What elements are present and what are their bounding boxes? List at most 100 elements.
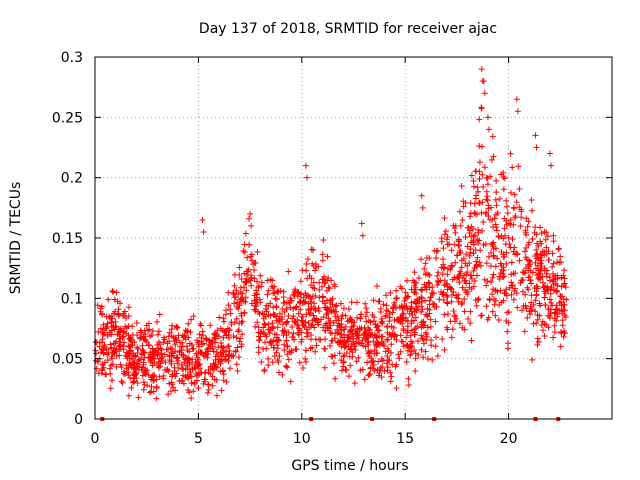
data-point (488, 278, 495, 285)
data-point (117, 361, 124, 368)
data-point (412, 368, 419, 375)
data-point (402, 289, 409, 296)
data-point (432, 343, 439, 350)
data-point (534, 341, 541, 348)
data-point (500, 270, 507, 277)
data-point (537, 260, 544, 267)
data-point (558, 298, 565, 305)
data-point (523, 231, 530, 238)
data-point (399, 338, 406, 345)
data-point (493, 211, 500, 218)
data-point (444, 234, 451, 241)
data-point (109, 288, 116, 295)
data-point (267, 300, 274, 307)
data-point (418, 286, 425, 293)
data-point (411, 289, 418, 296)
data-point (529, 356, 536, 363)
data-point (522, 291, 529, 298)
data-point (149, 345, 156, 352)
data-point (271, 331, 278, 338)
data-point (342, 323, 349, 330)
data-point (477, 262, 484, 269)
data-point (239, 331, 246, 338)
data-point (471, 183, 478, 190)
data-point (253, 287, 260, 294)
data-point (236, 320, 243, 327)
data-point (505, 220, 512, 227)
data-point (125, 392, 132, 399)
data-point (408, 348, 415, 355)
data-point (484, 181, 491, 188)
data-point (241, 249, 248, 256)
data-point (541, 288, 548, 295)
data-point (217, 368, 224, 375)
data-point (384, 357, 391, 364)
data-point (461, 308, 468, 315)
data-point (211, 339, 218, 346)
data-point (533, 246, 540, 253)
data-point (427, 294, 434, 301)
data-point (505, 234, 512, 241)
data-point (101, 343, 108, 350)
data-point (478, 312, 485, 319)
data-point (476, 142, 483, 149)
data-point (523, 215, 530, 222)
data-point (550, 232, 557, 239)
data-point (492, 196, 499, 203)
data-point (231, 300, 238, 307)
data-point (344, 318, 351, 325)
data-point (207, 363, 214, 370)
data-point (269, 323, 276, 330)
data-point (475, 188, 482, 195)
data-point (153, 318, 160, 325)
data-point (371, 367, 378, 374)
data-point (121, 368, 128, 375)
data-point (337, 300, 344, 307)
data-point (146, 389, 153, 396)
data-point (185, 334, 192, 341)
data-point (541, 252, 548, 259)
data-point (234, 344, 241, 351)
data-point (503, 197, 510, 204)
data-points (92, 66, 570, 402)
data-point (263, 308, 270, 315)
data-point (172, 335, 179, 342)
data-point (231, 271, 238, 278)
data-point (481, 90, 488, 97)
data-point (403, 277, 410, 284)
data-point (371, 314, 378, 321)
data-point (561, 280, 568, 287)
data-point (555, 245, 562, 252)
data-point (434, 272, 441, 279)
data-point (347, 327, 354, 334)
data-point (561, 275, 568, 282)
data-point (555, 246, 562, 253)
data-point (532, 308, 539, 315)
data-point (345, 306, 352, 313)
data-point (344, 338, 351, 345)
data-point (414, 323, 421, 330)
data-point (551, 310, 558, 317)
data-point (493, 227, 500, 234)
data-point (232, 348, 239, 355)
data-point (96, 343, 103, 350)
data-point (135, 366, 142, 373)
data-point (489, 133, 496, 140)
data-point (472, 210, 479, 217)
data-point (92, 339, 99, 346)
data-point (270, 311, 277, 318)
data-point (449, 292, 456, 299)
data-point (218, 387, 225, 394)
data-point (327, 329, 334, 336)
data-point (365, 372, 372, 379)
data-point (367, 348, 374, 355)
data-point (271, 289, 278, 296)
data-point (553, 288, 560, 295)
data-point (505, 309, 512, 316)
data-point (319, 257, 326, 264)
data-point (425, 355, 432, 362)
data-point (303, 358, 310, 365)
data-point (179, 332, 186, 339)
data-point (503, 318, 510, 325)
data-point (358, 220, 365, 227)
